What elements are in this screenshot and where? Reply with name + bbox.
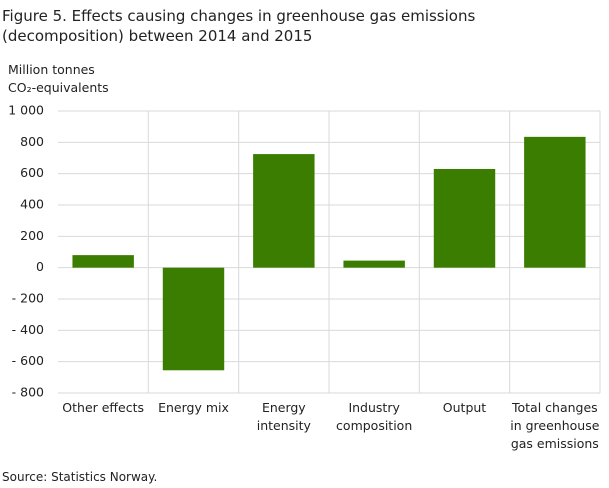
bar (72, 255, 134, 268)
bar (433, 168, 496, 268)
y-tick-label: - 800 (12, 385, 44, 400)
x-tick-label: Total changes in greenhouse gas emission… (510, 400, 600, 451)
chart-title: Figure 5. Effects causing changes in gre… (2, 7, 476, 45)
y-axis-label: CO₂-equivalents (8, 80, 109, 95)
y-tick-label: 600 (20, 165, 44, 180)
x-tick-label: Industry composition (336, 400, 413, 433)
bar (524, 136, 586, 268)
y-tick-label: - 200 (12, 291, 44, 306)
y-tick-label: 200 (20, 228, 44, 243)
y-tick-label: - 400 (12, 322, 44, 337)
x-tick-label: Other effects (62, 400, 145, 415)
x-tick-label: Output (442, 400, 487, 415)
x-tick-label: Energy mix (158, 400, 229, 415)
x-tick-label: Energy intensity (256, 400, 311, 433)
source: Source: Statistics Norway. (2, 470, 158, 484)
y-tick-label: - 600 (12, 353, 44, 368)
y-tick-label: 800 (20, 134, 44, 149)
bar (253, 154, 315, 268)
y-tick-label: 400 (20, 197, 44, 212)
y-tick-label: 0 (36, 259, 44, 274)
y-axis-label: Million tonnes (8, 62, 95, 77)
bar (162, 267, 225, 371)
bar (343, 260, 405, 268)
y-tick-label: 1 000 (8, 103, 44, 118)
